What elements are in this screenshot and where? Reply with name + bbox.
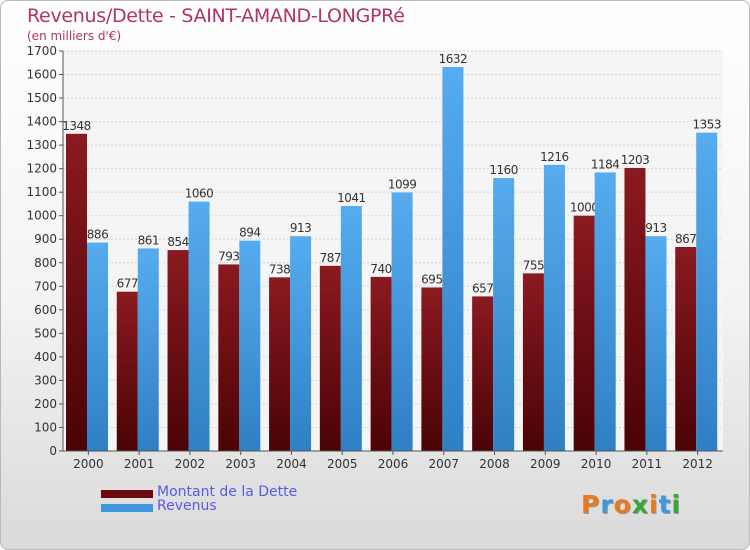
data-label-dette: 738 [269, 262, 290, 276]
x-tick-label: 2005 [327, 457, 358, 471]
bar-dette [624, 167, 646, 452]
x-tick-label: 2006 [378, 457, 409, 471]
bar-dette [573, 215, 595, 451]
data-label-dette: 793 [218, 249, 239, 263]
bar-dette [218, 264, 240, 451]
x-tick-label: 2001 [124, 457, 155, 471]
x-tick-label: 2002 [175, 457, 206, 471]
y-tick-label: 500 [34, 326, 57, 340]
bar-revenus [87, 242, 108, 451]
data-label-dette: 677 [117, 277, 138, 291]
bar-revenus [239, 240, 261, 451]
bar-revenus [645, 236, 667, 451]
bar-dette [167, 250, 189, 451]
legend-label-dette: Montant de la Dette [157, 484, 298, 500]
logo-letter: x [631, 490, 649, 519]
bar-revenus [290, 236, 312, 451]
data-label-revenus: 861 [138, 233, 159, 247]
bar-dette [522, 273, 544, 451]
bar-revenus [543, 164, 565, 451]
data-label-revenus: 1216 [540, 150, 569, 164]
y-tick-label: 1100 [26, 185, 57, 199]
data-label-dette: 657 [472, 281, 493, 295]
y-tick-label: 300 [34, 373, 57, 387]
bar-revenus [493, 178, 515, 451]
chart-subtitle: (en milliers d'€) [27, 29, 122, 43]
data-label-dette: 787 [320, 251, 341, 265]
logo-letter: i [649, 490, 659, 519]
x-tick-label: 2010 [581, 457, 612, 471]
bar-revenus [188, 201, 210, 451]
data-label-revenus: 1099 [388, 177, 417, 191]
data-label-revenus: 913 [290, 221, 311, 235]
logo-letter: o [613, 490, 632, 519]
bar-revenus [442, 67, 464, 451]
data-label-dette: 867 [675, 232, 696, 246]
x-tick-label: 2000 [73, 457, 104, 471]
data-label-revenus: 1160 [489, 163, 518, 177]
x-tick-label: 2009 [530, 457, 561, 471]
bar-revenus [594, 172, 616, 452]
data-label-revenus: 1060 [185, 187, 214, 201]
y-tick-label: 1300 [26, 138, 57, 152]
bar-dette [370, 276, 392, 451]
x-tick-label: 2008 [479, 457, 510, 471]
y-tick-label: 1000 [26, 209, 57, 223]
y-tick-label: 200 [34, 397, 57, 411]
logo-letter: r [600, 490, 614, 519]
x-tick-label: 2007 [428, 457, 459, 471]
data-label-revenus: 1353 [692, 118, 721, 132]
data-label-revenus: 913 [645, 221, 666, 235]
y-tick-label: 600 [34, 303, 57, 317]
x-tick-label: 2012 [682, 457, 713, 471]
legend-label-revenus: Revenus [157, 498, 217, 514]
x-tick-label: 2004 [276, 457, 307, 471]
y-tick-label: 100 [34, 420, 57, 434]
chart-title: Revenus/Dette - SAINT-AMAND-LONGPRé [27, 5, 405, 27]
y-tick-label: 0 [49, 444, 57, 458]
bar-dette [269, 277, 291, 451]
data-label-dette: 1000 [570, 201, 599, 215]
data-label-revenus: 894 [239, 226, 260, 240]
data-label-dette: 695 [421, 272, 442, 286]
logo-letter: i [671, 490, 682, 519]
data-label-dette: 740 [370, 262, 391, 276]
bar-revenus [137, 248, 159, 451]
data-label-revenus: 1184 [591, 157, 620, 171]
data-label-dette: 755 [523, 258, 544, 272]
y-tick-label: 700 [34, 279, 57, 293]
data-label-revenus: 1632 [439, 52, 468, 66]
legend-swatch-revenus [101, 504, 153, 512]
data-label-revenus: 886 [87, 228, 108, 242]
data-label-revenus: 1041 [337, 191, 366, 205]
proxiti-logo: Proxiti [581, 490, 681, 519]
data-label-dette: 854 [167, 235, 188, 249]
bar-dette [675, 247, 697, 451]
x-tick-label: 2003 [225, 457, 256, 471]
y-tick-label: 1200 [26, 162, 57, 176]
data-label-dette: 1348 [62, 119, 91, 133]
y-tick-label: 1400 [26, 115, 57, 129]
bar-revenus [340, 206, 362, 451]
y-tick-label: 400 [34, 350, 57, 364]
y-tick-label: 1700 [26, 44, 57, 58]
bar-revenus [696, 132, 718, 451]
data-label-dette: 1203 [621, 153, 650, 167]
bar-dette [472, 296, 494, 451]
y-tick-label: 900 [34, 232, 57, 246]
logo-letter: P [581, 490, 601, 519]
bar-revenus [391, 192, 413, 452]
bar-dette [66, 133, 87, 451]
y-tick-label: 1600 [26, 68, 57, 82]
legend-swatch-dette [101, 490, 153, 498]
y-tick-label: 1500 [26, 91, 57, 105]
x-tick-label: 2011 [632, 457, 663, 471]
bar-dette [116, 291, 138, 451]
logo-letter: t [658, 490, 672, 519]
bar-dette [421, 287, 443, 451]
bar-dette [319, 265, 341, 451]
y-tick-label: 800 [34, 256, 57, 270]
